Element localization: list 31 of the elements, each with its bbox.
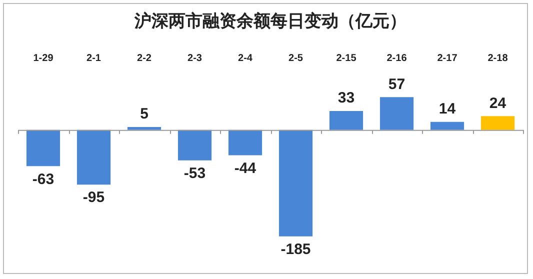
- x-tick-label: 2-18: [488, 53, 508, 64]
- bar: [480, 116, 515, 130]
- data-label: 24: [489, 94, 507, 112]
- bar: [380, 97, 414, 130]
- x-tick-label: 2-1: [86, 53, 102, 64]
- x-tick-label: 1-29: [33, 53, 54, 64]
- chart-title: 沪深两市融资余额每日变动（亿元）: [134, 12, 406, 32]
- x-tick-label: 2-5: [288, 53, 304, 64]
- x-tick-label: 2-16: [386, 53, 408, 64]
- data-label: 33: [338, 90, 355, 107]
- bar: [228, 130, 262, 156]
- bar: [278, 130, 313, 236]
- data-label: -53: [184, 165, 206, 182]
- x-tick-label: 2-15: [336, 53, 357, 64]
- data-label: 5: [140, 106, 148, 123]
- data-label: -63: [32, 170, 54, 188]
- bar: [329, 110, 364, 130]
- data-label: 57: [388, 76, 406, 93]
- x-tick-label: 2-4: [238, 53, 253, 64]
- data-label: -185: [280, 241, 311, 258]
- bar: [127, 127, 162, 130]
- bar: [76, 130, 111, 185]
- x-tick-label: 2-2: [137, 53, 152, 64]
- data-label: -95: [82, 189, 105, 206]
- bar: [26, 130, 60, 166]
- bar: [430, 122, 464, 130]
- x-tick-label: 2-17: [437, 53, 458, 64]
- x-tick-label: 2-3: [188, 53, 202, 64]
- data-label: -44: [234, 160, 257, 177]
- data-label: 14: [438, 100, 456, 118]
- bar: [178, 130, 212, 160]
